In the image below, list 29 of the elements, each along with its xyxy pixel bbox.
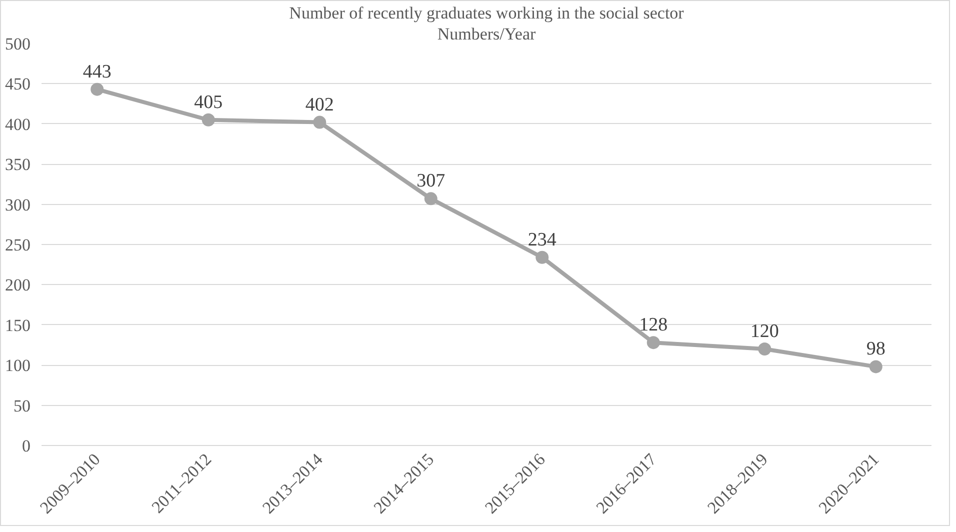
data-label: 443	[82, 61, 112, 82]
point	[90, 82, 104, 96]
chart-title: Number of recently graduates working in the social sector	[289, 4, 684, 22]
y-tick-label: 350	[5, 155, 30, 174]
y-tick-label: 300	[5, 195, 30, 214]
y-tick-label: 500	[5, 34, 30, 54]
point	[646, 336, 660, 350]
point	[424, 192, 438, 206]
y-tick-label: 50	[14, 396, 30, 416]
point	[313, 116, 326, 129]
point	[202, 113, 215, 126]
y-tick-label: 100	[5, 356, 30, 376]
y-tick-label: 250	[5, 236, 30, 254]
data-label: 120	[750, 321, 779, 342]
y-tick-label: 150	[5, 316, 30, 335]
data-label: 405	[194, 92, 223, 113]
y-tick-label: 200	[5, 276, 30, 295]
data-label: 402	[305, 94, 334, 116]
data-label: 307	[416, 170, 446, 192]
y-tick-label: 400	[5, 114, 30, 134]
y-tick-label: 0	[22, 436, 30, 456]
chart-subtitle: Numbers/Year	[437, 24, 536, 44]
data-label: 98	[866, 338, 886, 360]
point	[758, 342, 772, 356]
y-tick-label: 450	[5, 74, 30, 94]
point	[869, 360, 882, 374]
point	[536, 250, 549, 264]
data-label: 128	[639, 314, 668, 336]
data-label: 234	[528, 229, 557, 250]
